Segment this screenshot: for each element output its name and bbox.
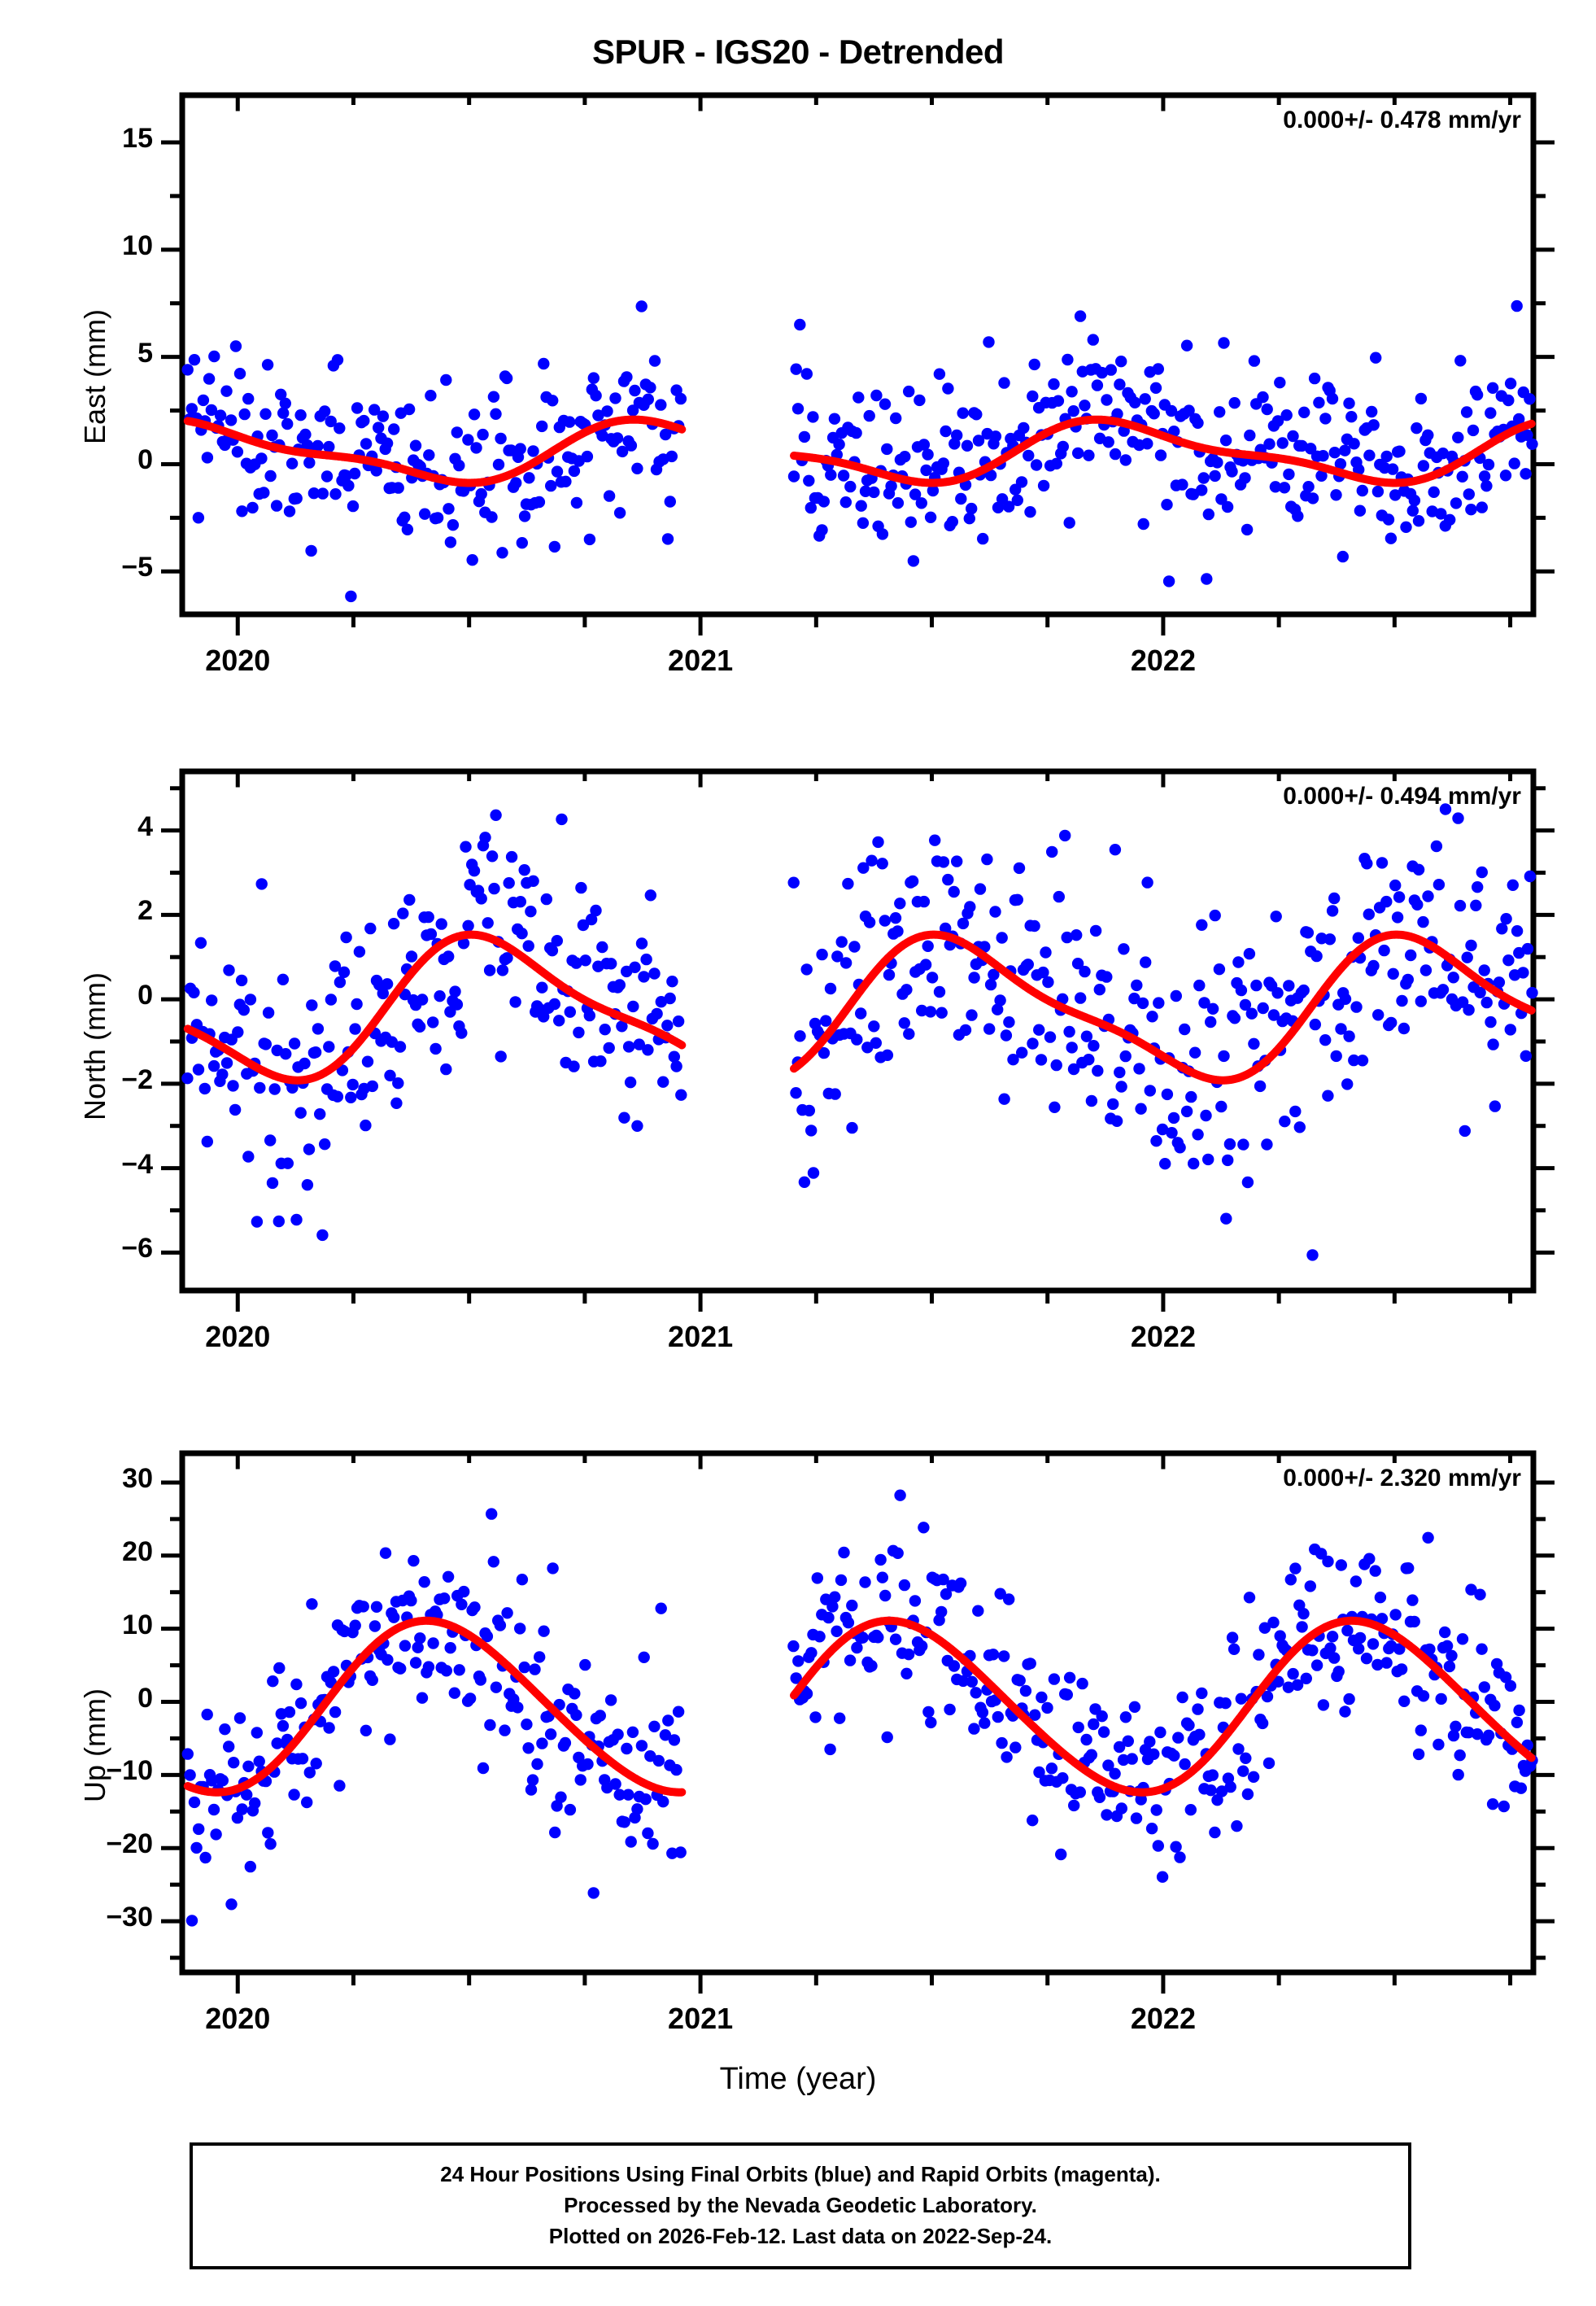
y-tick-label: 20 (122, 1535, 153, 1567)
y-tick-label: −10 (106, 1755, 153, 1787)
y-tick-label: 4 (137, 810, 153, 842)
x-tick-label: 2021 (668, 2002, 734, 2035)
x-tick-label: 2020 (205, 2002, 271, 2035)
y-tick-label: 30 (122, 1462, 153, 1494)
y-axis-label-north: North (mm) (78, 972, 111, 1120)
footer-line-2: Processed by the Nevada Geodetic Laborat… (564, 2193, 1037, 2218)
footer-caption-box: 24 Hour Positions Using Final Orbits (bl… (190, 2142, 1411, 2269)
rate-annotation-east: 0.000+/- 0.478 mm/yr (1283, 107, 1521, 133)
footer-line-1: 24 Hour Positions Using Final Orbits (bl… (440, 2162, 1161, 2187)
seasonal-fit-line (790, 1616, 1536, 1797)
y-tick-label: 0 (137, 1682, 153, 1714)
x-tick-label: 2021 (668, 1320, 734, 1353)
y-axis-label-up: Up (mm) (78, 1688, 111, 1802)
y-tick-label: −4 (121, 1148, 153, 1180)
seasonal-fit-line (790, 415, 1536, 487)
y-tick-label: 2 (137, 895, 153, 927)
y-tick-label: −5 (121, 552, 153, 583)
axes-frame (179, 768, 1537, 1294)
y-tick-label: −20 (106, 1828, 153, 1860)
scatter-series-final-orbits (181, 803, 1538, 1261)
y-tick-label: 0 (137, 444, 153, 476)
scatter-series-final-orbits (181, 1489, 1538, 1927)
scatter-series-final-orbits (181, 299, 1538, 603)
y-tick-label: 5 (137, 337, 153, 369)
seasonal-fit-line (183, 930, 687, 1085)
seasonal-fit-line (183, 415, 687, 487)
axes-frame (179, 92, 1537, 618)
x-tick-label: 2022 (1130, 644, 1196, 677)
x-tick-label: 2020 (205, 1320, 271, 1353)
rate-annotation-north: 0.000+/- 0.494 mm/yr (1283, 783, 1521, 810)
seasonal-fit-line (790, 930, 1536, 1085)
y-tick-label: 0 (137, 980, 153, 1011)
y-axis-label-east: East (mm) (78, 309, 111, 444)
x-tick-label: 2022 (1130, 1320, 1196, 1353)
x-tick-label: 2022 (1130, 2002, 1196, 2035)
y-tick-label: −6 (121, 1233, 153, 1264)
y-tick-label: 10 (122, 1609, 153, 1640)
footer-line-3: Plotted on 2026-Feb-12. Last data on 202… (548, 2223, 1053, 2248)
axes-frame (179, 1450, 1537, 1976)
x-tick-label: 2021 (668, 644, 734, 677)
figure-title: SPUR - IGS20 - Detrended (591, 33, 1005, 71)
x-tick-label: 2020 (205, 644, 271, 677)
y-tick-label: 10 (122, 229, 153, 261)
y-tick-label: 15 (122, 123, 153, 154)
y-tick-label: −2 (121, 1063, 153, 1095)
seasonal-fit-line (183, 1616, 687, 1797)
x-axis-label: Time (year) (719, 2062, 877, 2096)
rate-annotation-up: 0.000+/- 2.320 mm/yr (1283, 1465, 1521, 1491)
y-tick-label: −30 (106, 1902, 153, 1933)
